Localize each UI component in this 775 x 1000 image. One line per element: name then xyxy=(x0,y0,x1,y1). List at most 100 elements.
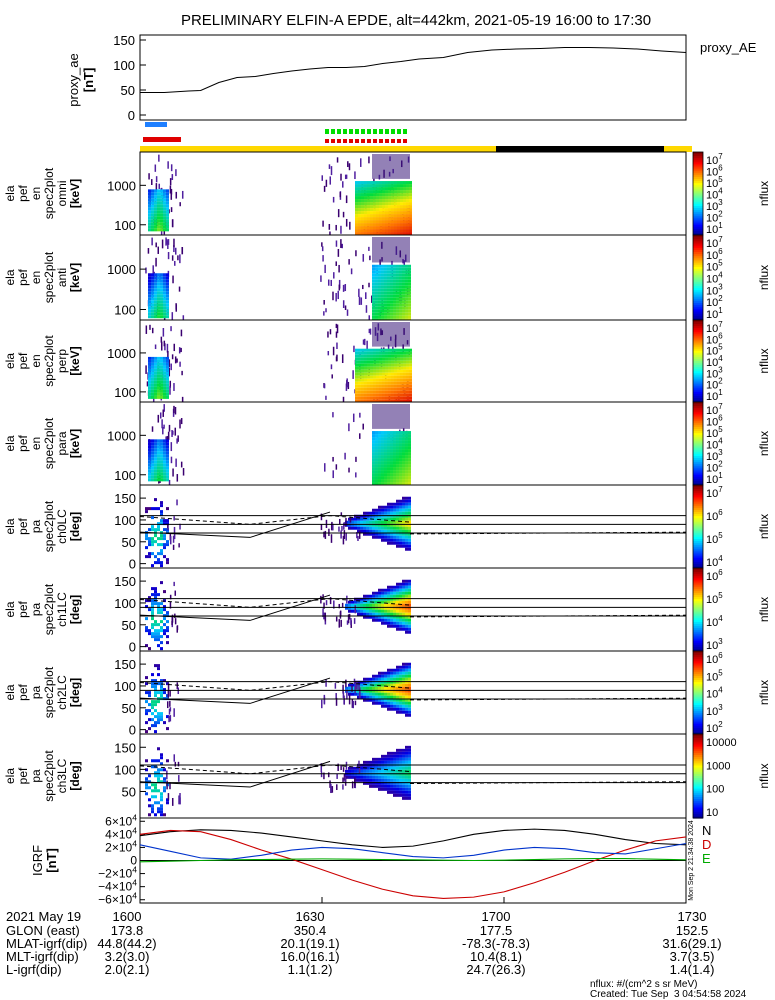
spec-cell xyxy=(399,621,402,625)
spec-cell xyxy=(160,718,163,722)
spec-cell xyxy=(355,369,358,373)
spec-speckle xyxy=(167,690,170,698)
colorbar-tick: 104 xyxy=(706,686,723,701)
spec-cell xyxy=(151,198,154,202)
spec-cell xyxy=(381,482,384,486)
spec-cell xyxy=(157,300,160,304)
spec-cell xyxy=(148,300,151,304)
spec-cell xyxy=(358,363,361,367)
spec-cell xyxy=(166,291,169,295)
figure-title: PRELIMINARY ELFIN-A EPDE, alt=442km, 202… xyxy=(181,12,651,29)
spec-cell xyxy=(393,600,396,604)
spec-speckle xyxy=(166,780,168,790)
spec-cell xyxy=(358,357,361,361)
colorbar-tick: 1000 xyxy=(706,760,730,772)
spec-cell xyxy=(405,306,408,310)
spec-cell xyxy=(385,202,388,206)
spec-cell xyxy=(375,532,378,536)
spec-cell xyxy=(375,609,378,613)
spec-speckle xyxy=(338,526,340,532)
spec-cell xyxy=(391,217,394,221)
spec-cell xyxy=(394,390,397,394)
spec-cell xyxy=(157,801,160,805)
spec-cell xyxy=(160,478,163,482)
spec-cell xyxy=(397,390,400,394)
spec-cell xyxy=(148,718,151,722)
spec-cell xyxy=(357,523,360,527)
spec-cell xyxy=(151,448,154,452)
spec-cell xyxy=(160,602,163,606)
spec-cell xyxy=(405,591,408,595)
spec-cell xyxy=(387,704,390,708)
spec-cell xyxy=(160,501,163,505)
spec-cell xyxy=(397,199,400,203)
spec-cell xyxy=(402,279,405,283)
spec-speckle xyxy=(359,412,361,418)
colorbar-tick: 106 xyxy=(706,508,723,523)
spec-cell xyxy=(399,541,402,545)
colorbar-segment xyxy=(693,611,703,615)
spec-cell xyxy=(405,793,408,797)
spec-cell xyxy=(406,217,409,221)
colorbar-label: nflux xyxy=(757,597,771,622)
spec-cell xyxy=(408,443,411,447)
spec-speckle xyxy=(327,331,329,338)
pitch-ytick-label: 150 xyxy=(114,491,136,506)
spec-cell xyxy=(379,396,382,400)
spec-cell xyxy=(163,439,166,443)
spec-cell xyxy=(406,381,409,385)
spec-cell xyxy=(408,520,411,524)
colorbar-segment xyxy=(693,721,703,725)
spec-cell xyxy=(393,309,396,313)
spec-cell xyxy=(361,387,364,391)
spec-cell xyxy=(408,582,411,586)
spec-speckle xyxy=(166,770,168,780)
spec-cell xyxy=(399,473,402,477)
spec-cell xyxy=(381,609,384,613)
spec-cell xyxy=(408,775,411,779)
spec-cell xyxy=(384,757,387,761)
spec-cell xyxy=(394,354,397,358)
spec-cell xyxy=(384,276,387,280)
spec-cell xyxy=(160,386,163,390)
spec-cell xyxy=(384,529,387,533)
spec-cell xyxy=(361,205,364,209)
colorbar-segment xyxy=(693,195,703,199)
spec-cell xyxy=(366,517,369,521)
spec-cell xyxy=(154,507,157,511)
spec-speckle xyxy=(168,424,171,432)
colorbar-segment xyxy=(693,402,703,405)
spec-speckle xyxy=(347,614,350,624)
spec-cell xyxy=(382,190,385,194)
spec-cell xyxy=(381,606,384,610)
spec-cell xyxy=(166,442,169,446)
spec-cell xyxy=(367,196,370,200)
spec-cell xyxy=(151,789,154,793)
spec-cell xyxy=(166,285,169,289)
spec-cell xyxy=(406,378,409,382)
spec-cell xyxy=(408,606,411,610)
spec-cell xyxy=(163,228,166,232)
spec-cell xyxy=(364,369,367,373)
colorbar-segment xyxy=(693,586,703,590)
spec-cell xyxy=(393,517,396,521)
spec-cell xyxy=(396,470,399,474)
spec-cell xyxy=(409,187,412,191)
colorbar-segment xyxy=(693,416,703,420)
spec-cell xyxy=(148,451,151,455)
spec-cell xyxy=(381,452,384,456)
spec-cell xyxy=(166,445,169,449)
spec-cell xyxy=(369,597,372,601)
spec-cell xyxy=(151,285,154,289)
spec-cell xyxy=(367,390,370,394)
spec-cell xyxy=(408,591,411,595)
spec-cell xyxy=(154,282,157,286)
energy-0-ylabel: ela xyxy=(3,185,17,201)
spec-speckle xyxy=(168,708,171,715)
spec-cell xyxy=(154,457,157,461)
spec-cell xyxy=(393,769,396,773)
spec-cell xyxy=(405,529,408,533)
spec-cell xyxy=(378,279,381,283)
spec-cell xyxy=(151,537,154,541)
spec-cell xyxy=(403,384,406,388)
